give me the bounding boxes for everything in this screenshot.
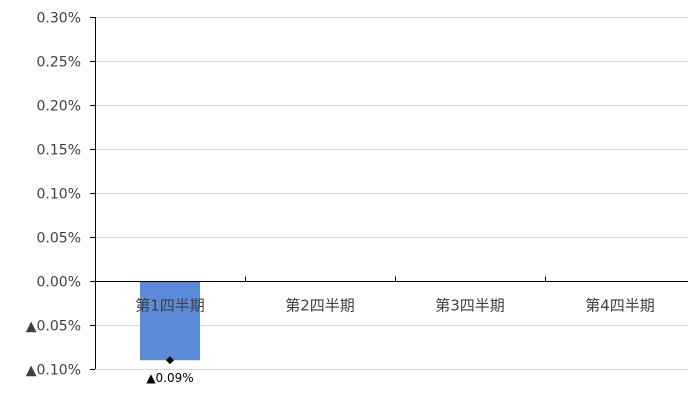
category-labels: 第1四半期 第2四半期 第3四半期 第4四半期 <box>135 297 655 315</box>
data-label: ▲0.09% <box>146 371 193 385</box>
bar <box>140 281 200 361</box>
category-label: 第4四半期 <box>585 297 655 315</box>
markers <box>166 356 174 365</box>
bars <box>140 281 200 361</box>
y-tick-label: ▲0.10% <box>26 363 81 379</box>
data-labels: ▲0.09% <box>146 371 193 385</box>
y-tick-label: 0.10% <box>37 187 81 203</box>
y-tick-labels: 0.30% 0.25% 0.20% 0.15% 0.10% 0.05% 0.00% ▲0.05… <box>26 11 81 379</box>
category-label: 第2四半期 <box>285 297 355 315</box>
y-tick-label: 0.30% <box>37 11 81 27</box>
axes <box>90 17 688 370</box>
y-tick-label: 0.20% <box>37 99 81 115</box>
diamond-marker <box>166 356 174 365</box>
category-label: 第1四半期 <box>135 297 205 315</box>
y-tick-label: 0.00% <box>37 275 81 291</box>
y-tick-label: 0.15% <box>37 143 81 159</box>
y-tick-label: ▲0.05% <box>26 319 81 335</box>
y-tick-label: 0.25% <box>37 55 81 71</box>
category-label: 第3四半期 <box>435 297 505 315</box>
y-tick-label: 0.05% <box>37 231 81 247</box>
